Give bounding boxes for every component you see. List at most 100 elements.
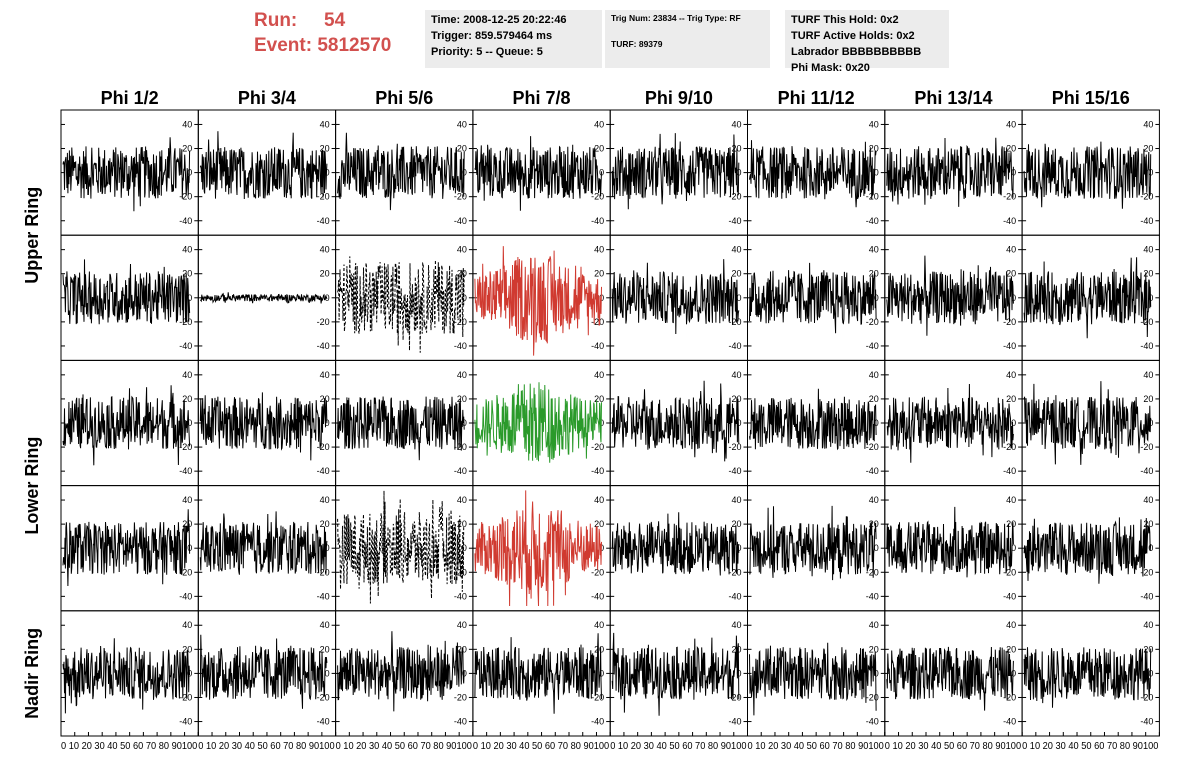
y-tick-label: -20 xyxy=(1140,192,1153,202)
y-tick-label: 0 xyxy=(1011,418,1016,428)
y-tick-label: -20 xyxy=(1140,692,1153,702)
waveform-line xyxy=(62,137,191,212)
y-tick-label: -20 xyxy=(1003,317,1016,327)
row-label: Upper Ring xyxy=(22,187,42,284)
y-tick-label: -20 xyxy=(454,442,467,452)
column-header: Phi 7/8 xyxy=(513,88,571,108)
y-tick-label: 40 xyxy=(594,620,604,630)
y-tick-label: 0 xyxy=(1011,668,1016,678)
y-tick-label: -20 xyxy=(317,317,330,327)
y-tick-label: -20 xyxy=(179,442,192,452)
x-tick-label: 0 10 20 30 40 50 60 70 80 90100 xyxy=(610,740,746,752)
y-tick-label: 20 xyxy=(182,144,192,154)
run-value: 54 xyxy=(324,10,346,31)
y-tick-label: 0 xyxy=(874,168,879,178)
y-tick-label: -20 xyxy=(866,442,879,452)
y-tick-label: 0 xyxy=(736,418,741,428)
waveform-line xyxy=(199,634,328,709)
y-tick-label: -20 xyxy=(1003,567,1016,577)
turf-num-text: TURF: 89379 xyxy=(611,39,663,49)
y-tick-label: -20 xyxy=(179,692,192,702)
y-tick-label: -40 xyxy=(591,466,604,476)
y-tick-label: 40 xyxy=(731,370,741,380)
y-tick-label: -40 xyxy=(1140,341,1153,351)
y-tick-label: 0 xyxy=(462,293,467,303)
waveform-line xyxy=(474,246,602,356)
y-tick-label: 20 xyxy=(1143,394,1153,404)
waveform-line xyxy=(611,259,740,335)
labrador-text: Labrador BBBBBBBBBB xyxy=(791,46,922,58)
waveform-line xyxy=(886,506,1014,578)
y-tick-label: 20 xyxy=(869,269,879,279)
waveform-line xyxy=(62,259,191,325)
y-tick-label: 20 xyxy=(457,394,467,404)
y-tick-label: 20 xyxy=(1006,144,1016,154)
y-tick-label: 20 xyxy=(869,519,879,529)
waveform-line xyxy=(199,511,328,575)
y-tick-label: 40 xyxy=(594,245,604,255)
column-header: Phi 1/2 xyxy=(101,88,159,108)
y-tick-label: 20 xyxy=(731,269,741,279)
trig-num-text: Trig Num: 23834 -- Trig Type: RF xyxy=(611,13,741,23)
waveform-line xyxy=(337,396,465,461)
waveform-line xyxy=(749,140,877,208)
y-tick-label: 40 xyxy=(182,495,192,505)
y-tick-label: -40 xyxy=(454,717,467,727)
column-header: Phi 3/4 xyxy=(238,88,296,108)
y-tick-label: -40 xyxy=(866,216,879,226)
y-tick-label: 0 xyxy=(874,293,879,303)
y-tick-label: 40 xyxy=(182,245,192,255)
time-info-box: Time: 2008-12-25 20:22:46 Trigger: 859.5… xyxy=(425,10,602,68)
waveform-line xyxy=(749,642,877,716)
waveform-line xyxy=(886,646,1014,711)
y-tick-label: -40 xyxy=(317,717,330,727)
y-tick-label: -40 xyxy=(591,216,604,226)
y-tick-label: 40 xyxy=(594,119,604,129)
y-tick-label: -40 xyxy=(591,717,604,727)
y-tick-label: 20 xyxy=(594,269,604,279)
y-tick-label: 40 xyxy=(869,245,879,255)
row-label: Lower Ring xyxy=(22,437,42,535)
y-tick-label: 40 xyxy=(1143,119,1153,129)
y-tick-label: -20 xyxy=(317,567,330,577)
y-tick-label: 40 xyxy=(869,495,879,505)
y-tick-label: 20 xyxy=(182,394,192,404)
y-tick-label: 40 xyxy=(457,495,467,505)
waveform-line xyxy=(749,388,877,451)
y-tick-label: -40 xyxy=(866,591,879,601)
y-tick-label: 40 xyxy=(594,495,604,505)
y-tick-label: -40 xyxy=(1003,591,1016,601)
trig-info-box: Trig Num: 23834 -- Trig Type: RF TURF: 8… xyxy=(605,10,770,68)
y-tick-label: -40 xyxy=(728,216,741,226)
y-tick-label: -20 xyxy=(591,692,604,702)
y-tick-label: 20 xyxy=(320,519,330,529)
run-line: Run: 54 xyxy=(254,8,424,33)
event-label: Event: xyxy=(254,35,313,56)
turf-active-holds-text: TURF Active Holds: 0x2 xyxy=(791,30,915,42)
y-tick-label: -40 xyxy=(866,341,879,351)
y-tick-label: -20 xyxy=(1003,692,1016,702)
waveform-line xyxy=(62,638,191,714)
phi-mask-text: Phi Mask: 0x20 xyxy=(791,62,870,74)
y-tick-label: 20 xyxy=(1006,644,1016,654)
y-tick-label: -40 xyxy=(179,717,192,727)
y-tick-label: -40 xyxy=(179,341,192,351)
y-tick-label: 40 xyxy=(320,245,330,255)
y-tick-label: -20 xyxy=(591,192,604,202)
y-tick-label: -40 xyxy=(179,591,192,601)
y-tick-label: -20 xyxy=(591,442,604,452)
y-tick-label: 20 xyxy=(457,519,467,529)
y-tick-label: -40 xyxy=(1003,216,1016,226)
y-tick-label: 40 xyxy=(320,620,330,630)
y-tick-label: 40 xyxy=(1006,370,1016,380)
y-tick-label: -20 xyxy=(866,692,879,702)
y-tick-label: -40 xyxy=(1140,717,1153,727)
y-tick-label: -40 xyxy=(317,341,330,351)
y-tick-label: 20 xyxy=(869,144,879,154)
y-tick-label: 0 xyxy=(325,168,330,178)
y-tick-label: -40 xyxy=(317,591,330,601)
y-tick-label: 20 xyxy=(594,644,604,654)
waveform-line xyxy=(886,255,1014,336)
y-tick-label: -20 xyxy=(454,192,467,202)
waveform-line xyxy=(337,490,465,604)
